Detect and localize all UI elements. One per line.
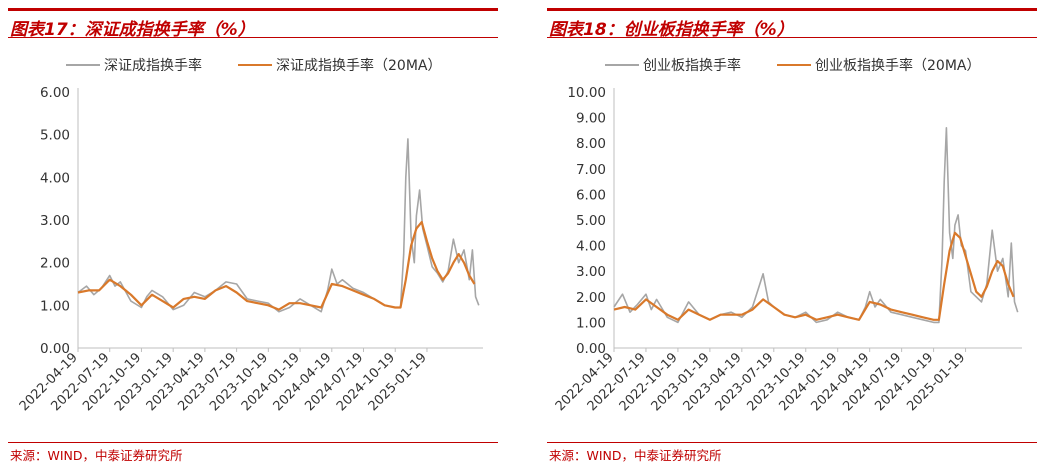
series-line-raw [613, 127, 1019, 324]
legend-label: 深证成指换手率 [104, 57, 202, 74]
y-tick-label: 4.00 [576, 239, 606, 255]
y-tick-label: 4.00 [40, 170, 70, 186]
series-line-raw [77, 138, 480, 313]
y-tick-label: 8.00 [576, 136, 606, 152]
y-tick-label: 3.00 [40, 213, 70, 229]
y-tick-label: 5.00 [40, 128, 70, 144]
chart-svg: 深证成指换手率 深证成指换手率（20MA） 0.00 1.00 2.00 3.00 4.00… [17, 57, 483, 414]
title-bar: 图表18：创业板指换手率（%） [547, 8, 1037, 40]
legend-label: 深证成指换手率（20MA） [276, 57, 441, 74]
y-tick-label: 2.00 [40, 256, 70, 272]
source-text: 来源：WIND，中泰证券研究所 [549, 448, 722, 463]
chart-panel-left: 图表17：深证成指换手率（%） 深证成指换手率 深证成指换手率（20MA） 0.00… [8, 0, 498, 463]
chart-title: 图表17：深证成指换手率（%） [10, 20, 255, 40]
y-tick-label: 2.00 [576, 290, 606, 306]
title-bar: 图表17：深证成指换手率（%） [8, 8, 498, 40]
legend-label: 创业板指换手率（20MA） [815, 57, 980, 74]
source-bar: 来源：WIND，中泰证券研究所 [8, 442, 498, 463]
source-text: 来源：WIND，中泰证券研究所 [10, 448, 183, 463]
y-tick-label: 5.00 [576, 213, 606, 229]
y-tick-label: 10.00 [567, 85, 606, 101]
y-tick-label: 0.00 [576, 341, 606, 357]
series-line-ma [77, 221, 476, 311]
chart-svg: 创业板指换手率 创业板指换手率（20MA） 0.00 1.00 2.00 3.00 4.00… [553, 57, 1022, 414]
y-tick-label: 7.00 [576, 162, 606, 178]
y-tick-label: 6.00 [40, 85, 70, 101]
y-tick-label: 9.00 [576, 111, 606, 127]
y-tick-label: 1.00 [40, 298, 70, 314]
legend: 创业板指换手率 创业板指换手率（20MA） [605, 57, 980, 74]
y-tick-label: 1.00 [576, 315, 606, 331]
y-tick-label: 0.00 [40, 341, 70, 357]
legend: 深证成指换手率 深证成指换手率（20MA） [66, 57, 441, 74]
source-bar: 来源：WIND，中泰证券研究所 [547, 442, 1037, 463]
y-tick-label: 6.00 [576, 187, 606, 203]
chart-title: 图表18：创业板指换手率（%） [549, 20, 794, 40]
legend-label: 创业板指换手率 [643, 57, 741, 74]
series-line-ma [613, 231, 1015, 321]
y-tick-label: 3.00 [576, 264, 606, 280]
chart-panel-right: 图表18：创业板指换手率（%） 创业板指换手率 创业板指换手率（20MA） 0.00… [547, 0, 1037, 463]
